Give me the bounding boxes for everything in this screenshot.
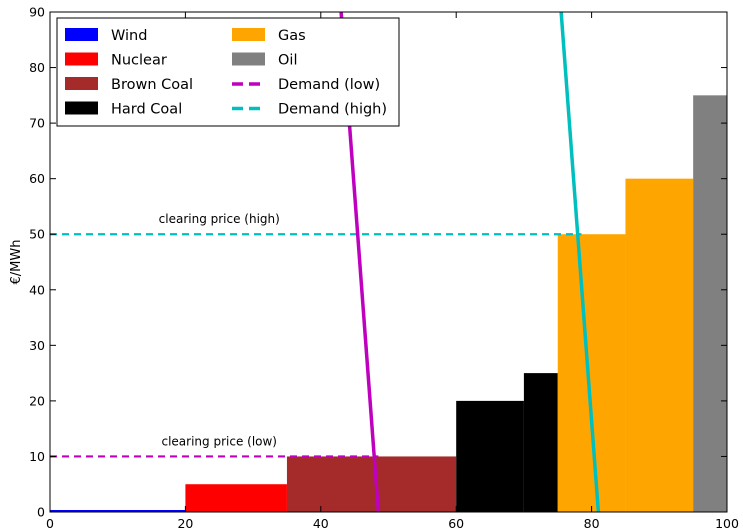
clearing-label-clearing-price-high: clearing price (high) bbox=[159, 212, 280, 226]
legend-label-hard-coal: Hard Coal bbox=[111, 102, 182, 118]
x-tick-label: 20 bbox=[177, 516, 193, 529]
y-tick-label: 60 bbox=[29, 171, 45, 186]
legend-swatch-brown-coal bbox=[65, 77, 98, 90]
bar-nuclear-1 bbox=[185, 484, 287, 512]
legend-label-demand-low: Demand (low) bbox=[278, 77, 380, 93]
x-tick-label: 60 bbox=[448, 516, 464, 529]
line-demand-high bbox=[559, 12, 601, 512]
x-axis: 0 20 40 60 80 100 bbox=[46, 12, 739, 529]
y-tick-label: 70 bbox=[29, 116, 45, 131]
plot-frame bbox=[49, 11, 728, 513]
legend-label-wind: Wind bbox=[111, 28, 147, 44]
bar-oil-1 bbox=[693, 95, 727, 512]
legend-label-nuclear: Nuclear bbox=[111, 53, 167, 69]
legend-swatch-wind bbox=[65, 28, 98, 41]
y-tick-label: 30 bbox=[29, 338, 45, 353]
y-tick-label: 40 bbox=[29, 282, 45, 297]
bar-gas-2 bbox=[625, 178, 694, 512]
clearing-price-lines bbox=[50, 233, 582, 458]
y-axis: 0 10 20 30 40 50 60 70 80 90 bbox=[29, 5, 727, 520]
x-tick-label: 80 bbox=[584, 516, 600, 529]
y-tick-label: 0 bbox=[37, 505, 45, 520]
legend-label-oil: Oil bbox=[278, 53, 297, 69]
supply-blocks bbox=[50, 95, 727, 512]
legend-swatch-oil bbox=[232, 52, 265, 66]
y-tick-label: 50 bbox=[29, 227, 45, 242]
x-tick-label: 0 bbox=[46, 516, 54, 529]
legend-swatch-gas bbox=[232, 28, 265, 41]
clearing-label-clearing-price-low: clearing price (low) bbox=[161, 434, 277, 448]
bar-brown-coal-1 bbox=[286, 456, 457, 512]
y-tick-label: 90 bbox=[29, 5, 45, 20]
x-tick-label: 100 bbox=[715, 516, 739, 529]
bar-hard-coal-1 bbox=[456, 400, 524, 512]
y-tick-label: 80 bbox=[29, 60, 45, 75]
legend-label-brown-coal: Brown Coal bbox=[111, 77, 193, 93]
legend: Wind Nuclear Brown Coal Hard Coal Gas Oil Dema… bbox=[56, 17, 400, 127]
bar-gas-1 bbox=[557, 234, 626, 512]
legend-box bbox=[56, 17, 400, 127]
legend-swatch-nuclear bbox=[65, 52, 98, 66]
legend-label-gas: Gas bbox=[278, 28, 306, 44]
y-tick-label: 10 bbox=[29, 449, 45, 464]
legend-swatch-hard-coal bbox=[65, 101, 98, 115]
bar-hard-coal-2 bbox=[523, 373, 558, 512]
y-tick-label: 20 bbox=[29, 393, 45, 408]
x-tick-label: 40 bbox=[313, 516, 329, 529]
legend-label-demand-high: Demand (high) bbox=[278, 102, 387, 118]
y-axis-label: €/MWh bbox=[9, 240, 24, 285]
bar-wind-1 bbox=[50, 510, 186, 512]
